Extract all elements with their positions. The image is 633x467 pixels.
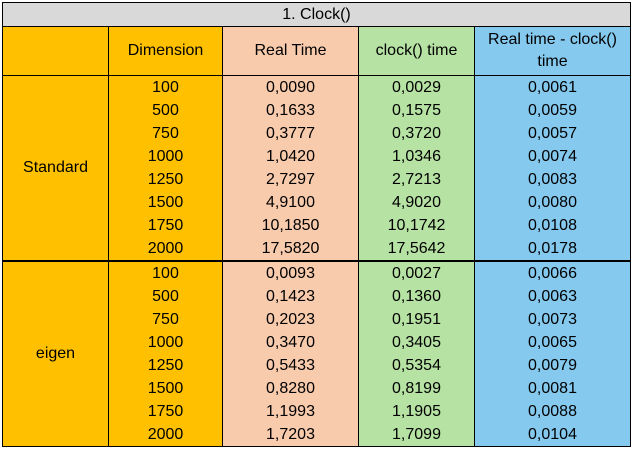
dimension-cell: 500 <box>108 99 223 122</box>
table-row: 1000 0,3470 0,3405 0,0065 <box>3 331 631 354</box>
table-row: 2000 17,5820 17,5642 0,0178 <box>3 237 631 262</box>
dimension-cell: 2000 <box>108 423 223 447</box>
clock-time-cell: 0,3720 <box>358 122 475 145</box>
dimension-cell: 1000 <box>108 331 223 354</box>
dimension-cell: 100 <box>108 260 223 285</box>
difference-cell: 0,0074 <box>474 145 631 168</box>
difference-cell: 0,0066 <box>474 260 631 285</box>
header-difference: Real time - clock() time <box>474 26 631 76</box>
clock-time-cell: 0,0029 <box>358 75 475 99</box>
table-row: 750 0,3777 0,3720 0,0057 <box>3 122 631 145</box>
real-time-cell: 0,1633 <box>222 99 359 122</box>
difference-cell: 0,0083 <box>474 168 631 191</box>
difference-cell: 0,0088 <box>474 400 631 423</box>
difference-cell: 0,0065 <box>474 331 631 354</box>
dimension-cell: 1250 <box>108 168 223 191</box>
header-dimension: Dimension <box>108 26 223 76</box>
clock-time-cell: 1,1905 <box>358 400 475 423</box>
clock-time-cell: 0,0027 <box>358 260 475 285</box>
clock-time-cell: 0,1951 <box>358 308 475 331</box>
difference-cell: 0,0104 <box>474 423 631 447</box>
real-time-cell: 0,3470 <box>222 331 359 354</box>
difference-cell: 0,0061 <box>474 75 631 99</box>
real-time-cell: 2,7297 <box>222 168 359 191</box>
table-row: 1000 1,0420 1,0346 0,0074 <box>3 145 631 168</box>
table-row: 750 0,2023 0,1951 0,0073 <box>3 308 631 331</box>
difference-cell: 0,0080 <box>474 191 631 214</box>
table-row: 1750 10,1850 10,1742 0,0108 <box>3 214 631 237</box>
real-time-cell: 10,1850 <box>222 214 359 237</box>
table-row: 1250 0,5433 0,5354 0,0079 <box>3 354 631 377</box>
dimension-cell: 1500 <box>108 191 223 214</box>
clock-time-cell: 0,8199 <box>358 377 475 400</box>
real-time-cell: 1,1993 <box>222 400 359 423</box>
real-time-cell: 0,0093 <box>222 260 359 285</box>
title-row: 1. Clock() <box>2 2 631 27</box>
dimension-cell: 100 <box>108 75 223 99</box>
clock-time-cell: 4,9020 <box>358 191 475 214</box>
real-time-cell: 0,5433 <box>222 354 359 377</box>
header-clock-time: clock() time <box>358 26 475 76</box>
real-time-cell: 0,1423 <box>222 285 359 308</box>
difference-cell: 0,0081 <box>474 377 631 400</box>
difference-cell: 0,0057 <box>474 122 631 145</box>
real-time-cell: 1,0420 <box>222 145 359 168</box>
real-time-cell: 0,8280 <box>222 377 359 400</box>
header-group <box>2 26 109 76</box>
difference-cell: 0,0073 <box>474 308 631 331</box>
table-row: 500 0,1423 0,1360 0,0063 <box>3 285 631 308</box>
real-time-cell: 0,0090 <box>222 75 359 99</box>
table-row: 2000 1,7203 1,7099 0,0104 <box>3 423 631 447</box>
clock-time-cell: 0,3405 <box>358 331 475 354</box>
table-row: 1250 2,7297 2,7213 0,0083 <box>3 168 631 191</box>
clock-time-cell: 0,5354 <box>358 354 475 377</box>
difference-cell: 0,0108 <box>474 214 631 237</box>
real-time-cell: 1,7203 <box>222 423 359 447</box>
table-body: 1. Clock() Dimension Real Time clock() t… <box>2 2 631 447</box>
group-label: Standard <box>2 75 109 262</box>
header-row: Dimension Real Time clock() time Real ti… <box>2 26 631 76</box>
dimension-cell: 500 <box>108 285 223 308</box>
real-time-cell: 4,9100 <box>222 191 359 214</box>
table-title: 1. Clock() <box>2 2 631 27</box>
dimension-cell: 1750 <box>108 214 223 237</box>
difference-cell: 0,0059 <box>474 99 631 122</box>
table-row: 1500 0,8280 0,8199 0,0081 <box>3 377 631 400</box>
clock-time-cell: 0,1360 <box>358 285 475 308</box>
real-time-cell: 0,3777 <box>222 122 359 145</box>
clock-time-cell: 0,1575 <box>358 99 475 122</box>
clock-time-cell: 1,7099 <box>358 423 475 447</box>
table-row: eigen 100 0,0093 0,0027 0,0066 <box>2 260 631 447</box>
clock-results-table: 1. Clock() Dimension Real Time clock() t… <box>2 2 631 447</box>
real-time-cell: 0,2023 <box>222 308 359 331</box>
clock-time-cell: 2,7213 <box>358 168 475 191</box>
dimension-cell: 1750 <box>108 400 223 423</box>
dimension-cell: 750 <box>108 308 223 331</box>
difference-cell: 0,0178 <box>474 237 631 262</box>
group-label: eigen <box>2 260 109 447</box>
dimension-cell: 750 <box>108 122 223 145</box>
real-time-cell: 17,5820 <box>222 237 359 262</box>
clock-time-cell: 17,5642 <box>358 237 475 262</box>
table-row: 1750 1,1993 1,1905 0,0088 <box>3 400 631 423</box>
dimension-cell: 1250 <box>108 354 223 377</box>
dimension-cell: 1000 <box>108 145 223 168</box>
dimension-cell: 2000 <box>108 237 223 262</box>
clock-time-cell: 1,0346 <box>358 145 475 168</box>
difference-cell: 0,0063 <box>474 285 631 308</box>
header-real-time: Real Time <box>222 26 359 76</box>
table-row: 500 0,1633 0,1575 0,0059 <box>3 99 631 122</box>
table-row: 1500 4,9100 4,9020 0,0080 <box>3 191 631 214</box>
table-row: Standard 100 0,0090 0,0029 0,0061 <box>2 75 631 262</box>
dimension-cell: 1500 <box>108 377 223 400</box>
difference-cell: 0,0079 <box>474 354 631 377</box>
clock-time-cell: 10,1742 <box>358 214 475 237</box>
